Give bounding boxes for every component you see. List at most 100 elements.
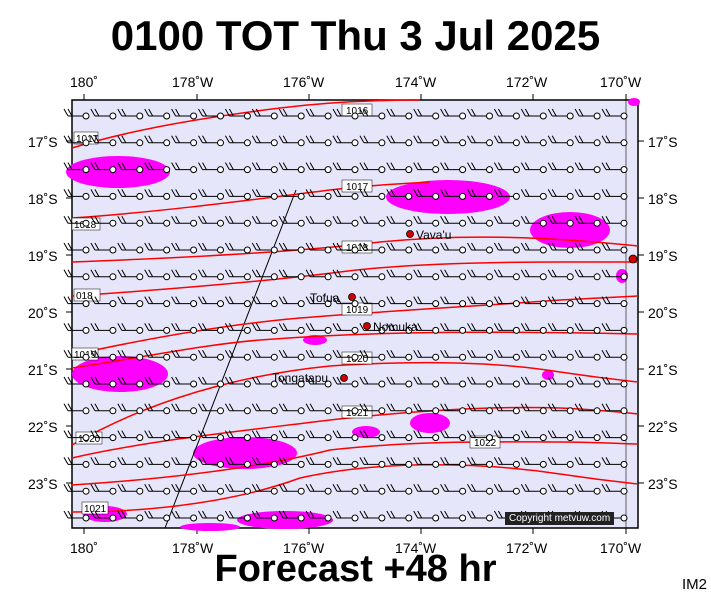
station-circle bbox=[297, 353, 305, 361]
station-circle bbox=[432, 380, 440, 388]
station-circle bbox=[351, 407, 359, 415]
station-circle bbox=[243, 219, 251, 227]
station-circle bbox=[459, 380, 467, 388]
station-circle bbox=[486, 326, 493, 334]
station-circle bbox=[566, 219, 574, 227]
isobar-label: 018 bbox=[73, 288, 101, 302]
station-circle bbox=[486, 487, 493, 495]
station-circle bbox=[243, 407, 251, 415]
station-circle bbox=[163, 192, 171, 200]
station-circle bbox=[82, 192, 90, 200]
station-circle bbox=[297, 166, 305, 174]
station-circle bbox=[378, 246, 386, 254]
station-circle bbox=[351, 460, 359, 468]
station-circle bbox=[378, 434, 386, 442]
station-circle bbox=[270, 219, 278, 227]
station-circle bbox=[270, 353, 278, 361]
station-circle bbox=[405, 300, 413, 308]
station-circle bbox=[270, 139, 278, 147]
station-circle bbox=[405, 112, 413, 120]
station-circle bbox=[593, 273, 601, 281]
station-circle bbox=[486, 166, 493, 174]
station-circle bbox=[378, 460, 386, 468]
station-circle bbox=[109, 514, 117, 522]
station-circle bbox=[351, 514, 359, 522]
station-circle bbox=[539, 487, 547, 495]
station-circle bbox=[459, 166, 467, 174]
station-circle bbox=[243, 246, 251, 254]
station-circle bbox=[486, 300, 493, 308]
station-circle bbox=[378, 353, 386, 361]
lat-label-left: 20˚S bbox=[28, 305, 58, 321]
station-circle bbox=[512, 353, 520, 361]
station-circle bbox=[351, 139, 359, 147]
station-circle bbox=[270, 326, 278, 334]
station-circle bbox=[82, 380, 90, 388]
station-circle bbox=[405, 139, 413, 147]
station-circle bbox=[539, 273, 547, 281]
station-circle bbox=[378, 300, 386, 308]
place-marker bbox=[348, 293, 356, 301]
station-circle bbox=[190, 326, 198, 334]
station-circle bbox=[459, 434, 467, 442]
station-circle bbox=[190, 112, 198, 120]
station-circle bbox=[297, 273, 305, 281]
station-circle bbox=[351, 166, 359, 174]
isobar-label: 1019 bbox=[341, 302, 373, 316]
station-circle bbox=[351, 487, 359, 495]
station-circle bbox=[593, 300, 601, 308]
station-circle bbox=[620, 273, 628, 281]
station-circle bbox=[324, 139, 332, 147]
station-circle bbox=[459, 300, 467, 308]
station-circle bbox=[136, 219, 144, 227]
station-circle bbox=[243, 166, 251, 174]
station-circle bbox=[217, 407, 224, 415]
station-circle bbox=[620, 460, 628, 468]
station-circle bbox=[243, 487, 251, 495]
station-circle bbox=[270, 434, 278, 442]
station-circle bbox=[432, 246, 440, 254]
station-circle bbox=[432, 353, 440, 361]
station-circle bbox=[136, 434, 144, 442]
station-circle bbox=[243, 380, 251, 388]
station-circle bbox=[136, 514, 144, 522]
station-circle bbox=[82, 246, 90, 254]
station-circle bbox=[82, 112, 90, 120]
station-circle bbox=[243, 460, 251, 468]
station-circle bbox=[217, 434, 224, 442]
station-circle bbox=[82, 273, 90, 281]
station-circle bbox=[324, 326, 332, 334]
station-circle bbox=[109, 139, 117, 147]
station-circle bbox=[324, 407, 332, 415]
station-circle bbox=[297, 434, 305, 442]
isobar-label: 1017 bbox=[341, 179, 373, 193]
lat-label-right: 18˚S bbox=[648, 191, 678, 207]
station-circle bbox=[190, 487, 198, 495]
lat-label-right: 19˚S bbox=[648, 248, 678, 264]
station-circle bbox=[405, 514, 413, 522]
station-circle bbox=[486, 353, 493, 361]
station-circle bbox=[378, 192, 386, 200]
station-circle bbox=[190, 246, 198, 254]
svg-text:1017: 1017 bbox=[346, 182, 369, 193]
station-circle bbox=[270, 487, 278, 495]
svg-text:018: 018 bbox=[76, 291, 93, 302]
station-circle bbox=[378, 219, 386, 227]
station-circle bbox=[620, 407, 628, 415]
lat-label-right: 21˚S bbox=[648, 362, 678, 378]
station-circle bbox=[163, 300, 171, 308]
map-title: 0100 TOT Thu 3 Jul 2025 bbox=[110, 12, 601, 59]
station-circle bbox=[163, 326, 171, 334]
place-label-nomuka: Nomuka bbox=[373, 320, 418, 334]
station-circle bbox=[566, 460, 574, 468]
station-circle bbox=[297, 487, 305, 495]
station-circle bbox=[270, 112, 278, 120]
station-circle bbox=[270, 246, 278, 254]
place-marker bbox=[628, 254, 638, 264]
station-circle bbox=[566, 300, 574, 308]
station-circle bbox=[217, 326, 224, 334]
station-circle bbox=[432, 487, 440, 495]
station-circle bbox=[136, 166, 144, 174]
tick-marks bbox=[66, 94, 644, 534]
station-circle bbox=[163, 460, 171, 468]
